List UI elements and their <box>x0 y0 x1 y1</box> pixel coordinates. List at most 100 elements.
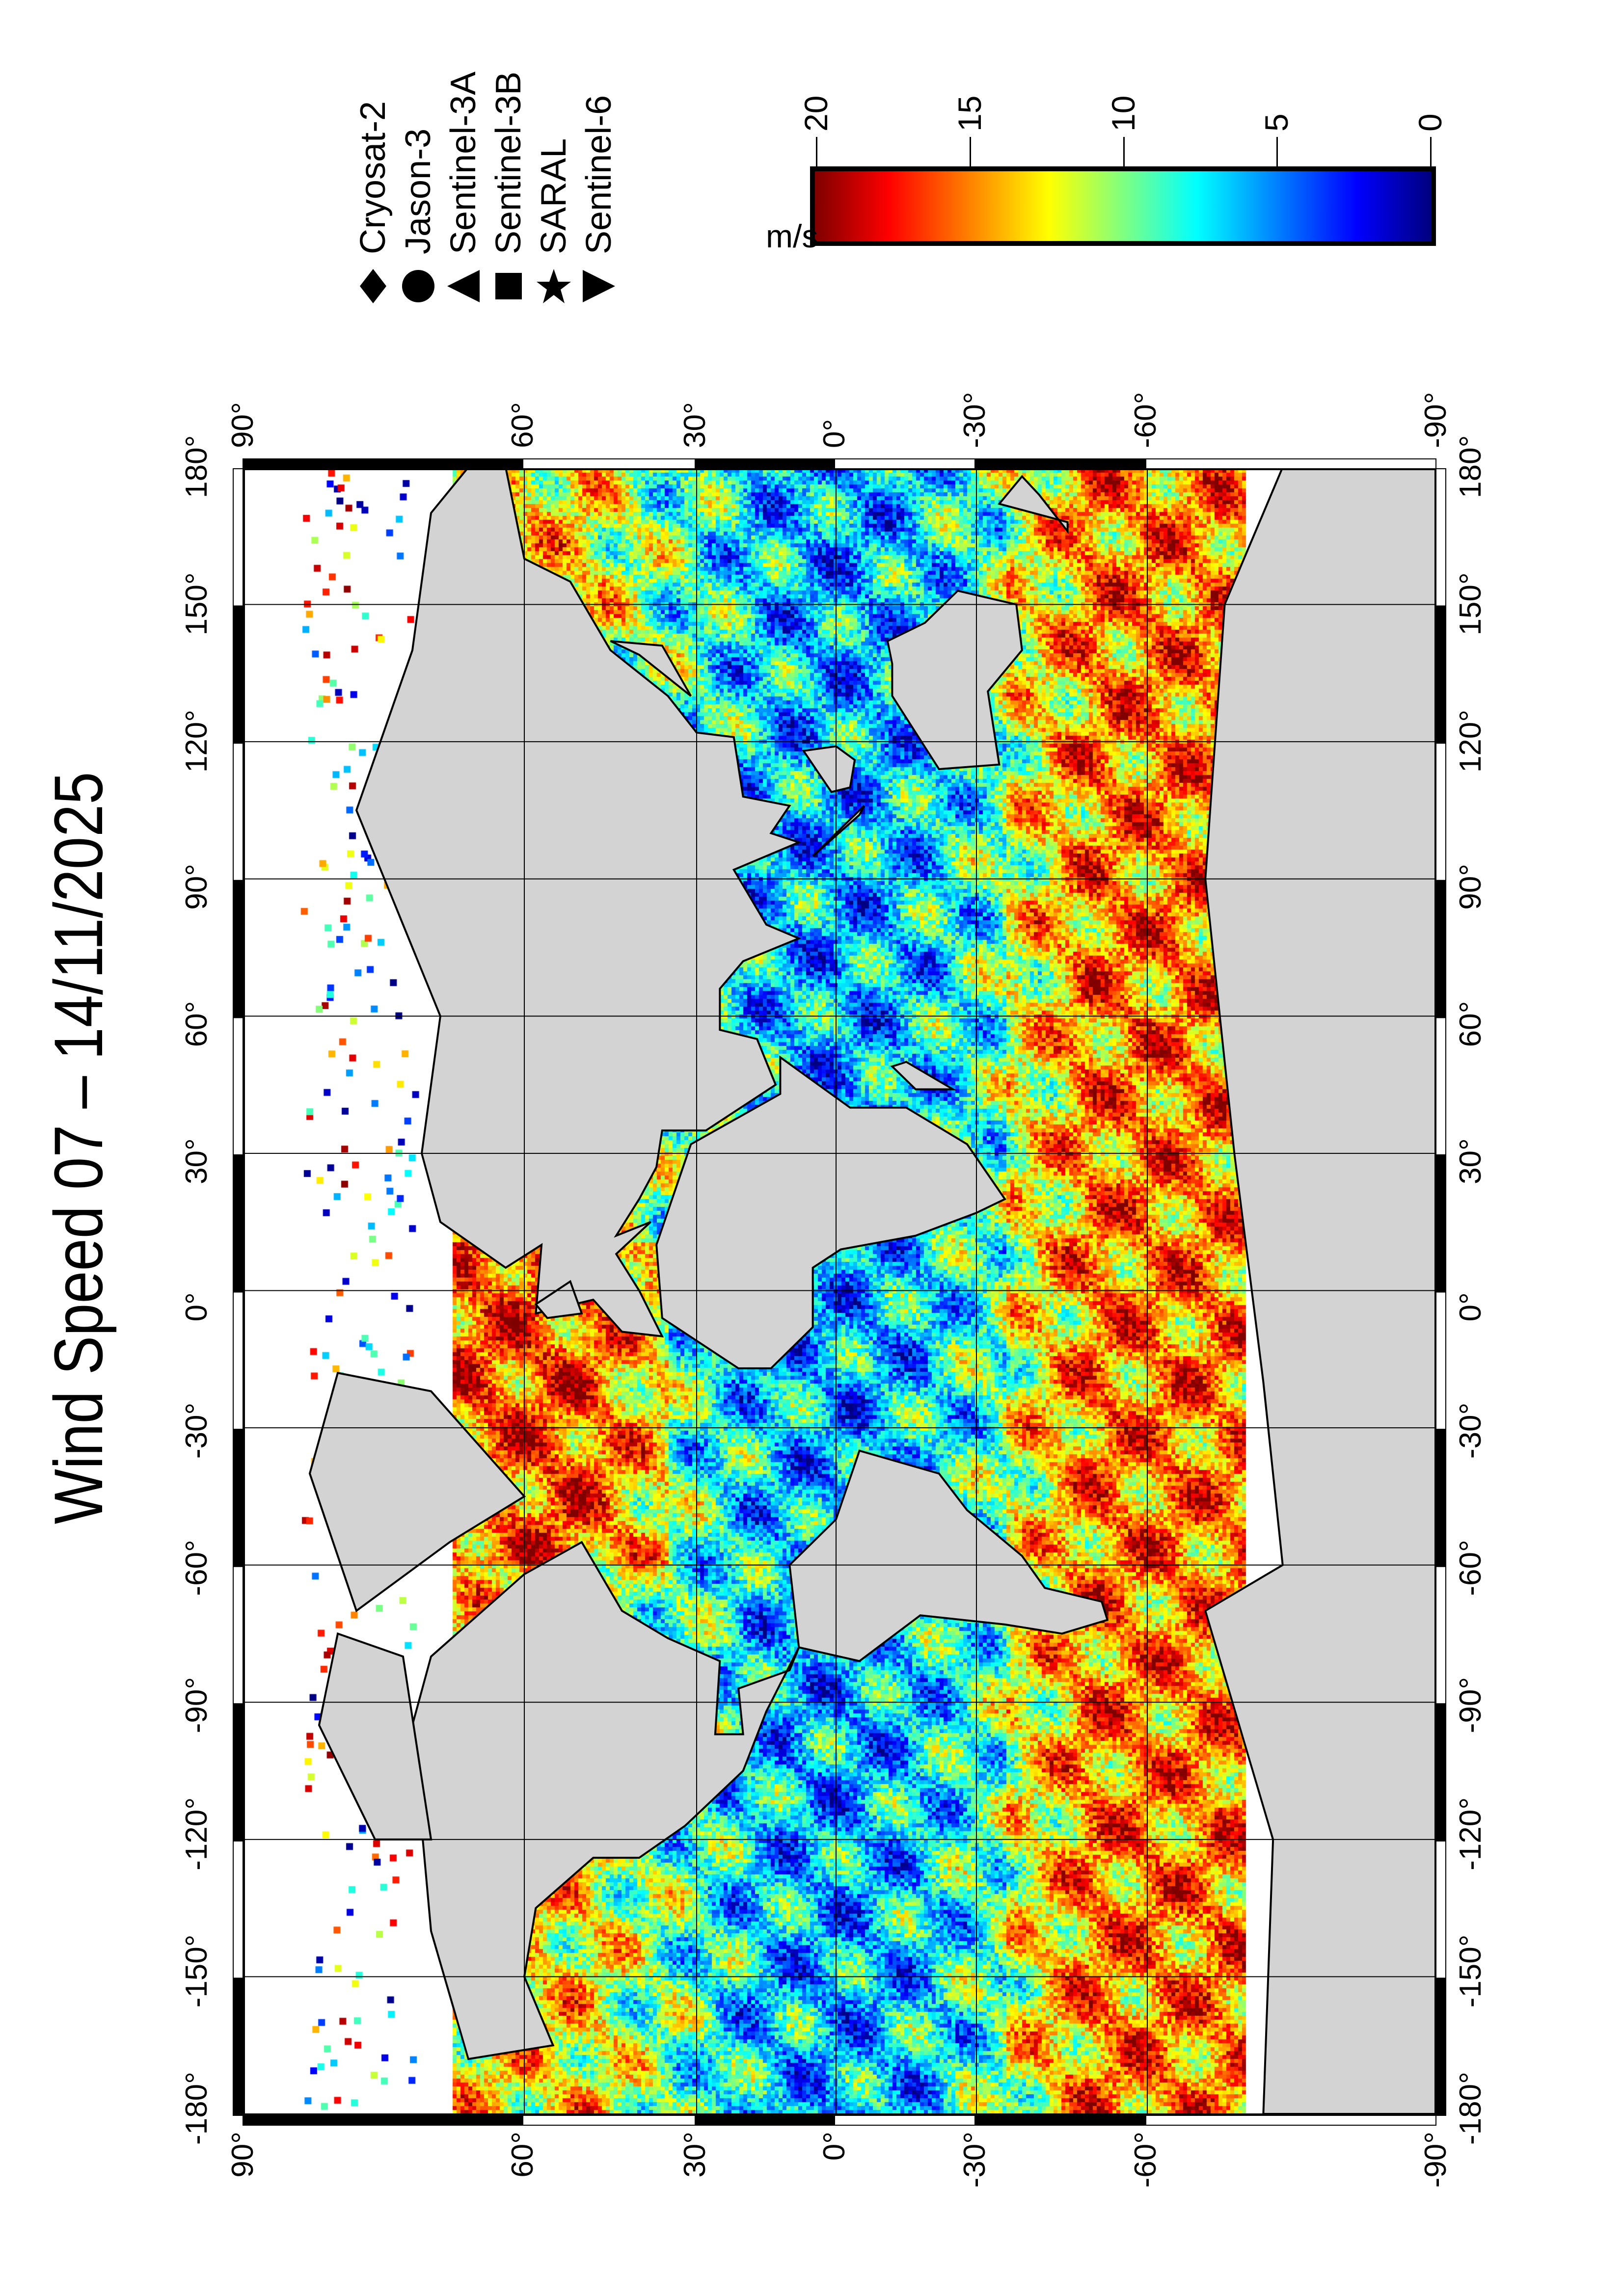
frame-segment <box>233 468 243 607</box>
lon-tick-label-bottom: -90° <box>1454 1677 1488 1734</box>
lat-tick-label-left: 90° <box>226 2132 260 2178</box>
frame-segment <box>233 1429 243 1567</box>
lon-tick-label-bottom: 60° <box>1454 1001 1488 1047</box>
lon-tick-label-bottom: 90° <box>1454 863 1488 910</box>
colorbar-tick-label: 15 <box>951 95 988 132</box>
frame-segment <box>1435 1429 1446 1567</box>
frame-segment <box>974 458 1146 469</box>
frame-segment <box>1435 1840 1446 1979</box>
colorbar-tick-label: 5 <box>1258 113 1295 132</box>
frame-segment <box>695 2115 835 2126</box>
lon-tick-label-top: 60° <box>180 1001 214 1047</box>
frame-segment <box>1435 880 1446 1018</box>
legend-entry-star: SARAL <box>534 138 573 303</box>
frame-segment <box>1145 2115 1436 2126</box>
legend-entry-diamond: Cryosat-2 <box>353 101 393 303</box>
frame-segment <box>695 458 835 469</box>
land-mass <box>308 1371 526 1613</box>
land-mass <box>802 745 856 793</box>
frame-segment <box>1435 1703 1446 1842</box>
lon-tick-label-top: -90° <box>180 1677 214 1734</box>
colorbar-tick-label: 0 <box>1412 113 1448 132</box>
lon-tick-label-bottom: -120° <box>1454 1797 1488 1870</box>
frame-segment <box>233 1840 243 1979</box>
frame-segment <box>233 880 243 1018</box>
frame-segment <box>243 458 523 469</box>
land-mass <box>411 1541 800 2060</box>
frame-segment <box>1435 468 1446 607</box>
legend-label: Cryosat-2 <box>353 101 393 254</box>
triangle-right-marker-icon <box>582 269 616 303</box>
frame-segment <box>1435 743 1446 881</box>
land-mass <box>890 1061 957 1091</box>
colorbar-tick-label: 10 <box>1105 95 1141 132</box>
legend-entry-triangle-right: Sentinel-6 <box>579 95 619 303</box>
lon-tick-label-top: -120° <box>180 1797 214 1870</box>
land-mass <box>997 475 1069 534</box>
lon-tick-label-bottom: 150° <box>1454 572 1488 636</box>
lat-tick-label-right: -30° <box>958 392 992 448</box>
circle-marker-icon <box>401 269 435 303</box>
lon-tick-label-top: 150° <box>180 572 214 636</box>
colorbar-tick-mark <box>816 137 817 166</box>
lon-tick-label-top: -60° <box>180 1540 214 1596</box>
lon-tick-label-top: 30° <box>180 1138 214 1184</box>
frame-segment <box>522 458 696 469</box>
lon-tick-label-top: -30° <box>180 1402 214 1459</box>
frame-segment <box>974 2115 1146 2126</box>
colorbar-tick-mark <box>1276 137 1278 166</box>
lon-tick-label-bottom: -180° <box>1454 2072 1488 2145</box>
wind-speed-map <box>243 469 1436 2115</box>
legend-entry-square: Sentinel-3B <box>489 72 528 303</box>
lat-tick-label-right: 60° <box>506 402 540 448</box>
colorbar-tick-mark <box>1430 137 1432 166</box>
lat-tick-label-left: -90° <box>1419 2132 1453 2188</box>
lon-tick-label-top: -180° <box>180 2072 214 2145</box>
frame-segment <box>233 1566 243 1705</box>
square-marker-icon <box>491 269 526 303</box>
legend-label: SARAL <box>534 138 573 254</box>
lon-tick-label-bottom: -60° <box>1454 1540 1488 1596</box>
frame-segment <box>1435 605 1446 744</box>
colorbar-unit-label: m/s <box>766 218 818 254</box>
frame-segment <box>233 1154 243 1293</box>
lat-tick-label-left: 60° <box>506 2132 540 2178</box>
frame-segment <box>1435 1154 1446 1293</box>
colorbar-tick-mark <box>1123 137 1125 166</box>
lat-tick-label-right: 30° <box>678 402 712 448</box>
land-mass <box>886 589 1023 771</box>
frame-segment <box>233 1703 243 1842</box>
frame-segment <box>233 605 243 744</box>
lat-tick-label-right: -60° <box>1129 392 1163 448</box>
frame-segment <box>1145 458 1436 469</box>
lon-tick-label-top: 90° <box>180 863 214 910</box>
lon-tick-label-top: 180° <box>180 435 214 498</box>
lat-tick-label-left: -60° <box>1129 2132 1163 2188</box>
colorbar-tick-label: 20 <box>798 95 834 132</box>
frame-segment <box>834 458 975 469</box>
lat-tick-label-right: -90° <box>1419 392 1453 448</box>
frame-segment <box>233 743 243 881</box>
frame-segment <box>834 2115 975 2126</box>
frame-segment <box>243 2115 523 2126</box>
colorbar <box>810 166 1436 246</box>
lat-tick-label-left: 0° <box>817 2132 851 2161</box>
legend-entry-circle: Jason-3 <box>399 129 438 303</box>
legend-label: Sentinel-6 <box>579 95 619 254</box>
lon-tick-label-bottom: -150° <box>1454 1934 1488 2008</box>
legend-label: Sentinel-3B <box>489 71 528 254</box>
diamond-marker-icon <box>356 269 390 303</box>
triangle-left-marker-icon <box>446 269 481 303</box>
frame-segment <box>233 1291 243 1430</box>
lon-tick-label-bottom: 0° <box>1454 1292 1488 1322</box>
land-mass <box>788 1449 1109 1662</box>
legend-label: Sentinel-3A <box>444 71 483 254</box>
lon-tick-label-bottom: 120° <box>1454 709 1488 773</box>
frame-segment <box>1435 1017 1446 1155</box>
land-mass <box>610 640 692 697</box>
star-marker-icon <box>537 269 571 303</box>
lon-tick-label-top: -150° <box>180 1934 214 2008</box>
frame-segment <box>1435 1977 1446 2116</box>
